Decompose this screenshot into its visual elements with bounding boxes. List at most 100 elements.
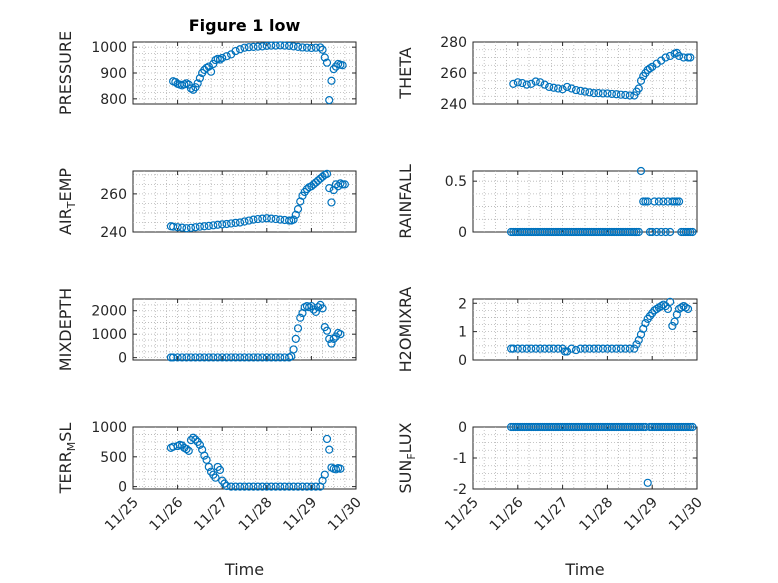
sun-flux-grid bbox=[473, 427, 697, 489]
data-point bbox=[327, 339, 336, 348]
pressure-ytick-label: 900 bbox=[100, 66, 127, 82]
data-point bbox=[668, 321, 677, 331]
sun-flux-xtick-label: 11/27 bbox=[532, 495, 572, 535]
data-point bbox=[289, 345, 298, 354]
data-point bbox=[222, 481, 231, 491]
data-point bbox=[670, 197, 679, 206]
data-point bbox=[672, 197, 681, 206]
data-point bbox=[652, 227, 661, 237]
data-point bbox=[661, 227, 670, 237]
data-point bbox=[663, 304, 672, 314]
data-point bbox=[322, 434, 332, 444]
sun-flux-xtick-label: 11/28 bbox=[576, 495, 616, 535]
panel-air-temp: 240 260 AIRTEMP bbox=[56, 168, 357, 241]
sun-flux-ytick-label: 0 bbox=[458, 420, 467, 436]
data-point bbox=[681, 303, 690, 312]
data-point bbox=[527, 79, 536, 88]
data-point bbox=[585, 344, 594, 353]
sun-flux-series bbox=[506, 422, 697, 487]
data-point bbox=[253, 214, 262, 224]
sun-flux-ytick-label: -2 bbox=[453, 482, 467, 498]
data-point bbox=[276, 482, 285, 491]
data-point bbox=[195, 353, 204, 362]
data-point bbox=[531, 77, 540, 86]
air-temp-grid bbox=[133, 171, 356, 232]
data-point bbox=[200, 451, 209, 460]
data-point bbox=[659, 197, 668, 206]
data-point bbox=[173, 223, 182, 232]
panel-pressure: 800 900 1000 PRESSURE Figure 1 low bbox=[56, 16, 357, 115]
data-point bbox=[244, 43, 254, 52]
data-point bbox=[322, 326, 332, 335]
data-point bbox=[322, 58, 332, 67]
mixdepth-ytick-label: 2000 bbox=[91, 304, 127, 320]
data-point bbox=[280, 41, 289, 50]
h2omixra-ytick-label: 1 bbox=[458, 325, 467, 341]
data-point bbox=[276, 353, 285, 362]
data-point bbox=[531, 344, 540, 353]
data-point bbox=[253, 353, 262, 362]
data-point bbox=[244, 353, 254, 362]
data-point bbox=[235, 45, 245, 54]
data-point bbox=[186, 353, 196, 362]
panel-h2omixra: 0 1 2 H2OMIXRA bbox=[396, 287, 698, 372]
data-point bbox=[661, 53, 670, 62]
data-point bbox=[336, 330, 345, 339]
mixdepth-grid bbox=[133, 299, 356, 360]
data-point bbox=[271, 41, 280, 50]
data-point bbox=[576, 86, 585, 95]
data-point bbox=[612, 344, 621, 353]
data-point bbox=[231, 218, 240, 227]
data-point bbox=[189, 433, 198, 442]
data-point bbox=[322, 169, 332, 178]
data-point bbox=[686, 53, 695, 62]
sun-flux-xtick-label: 11/30 bbox=[666, 495, 706, 535]
data-point bbox=[191, 353, 200, 362]
data-point bbox=[302, 43, 312, 52]
data-point bbox=[204, 221, 213, 230]
data-point bbox=[327, 198, 336, 207]
data-point bbox=[571, 85, 581, 95]
data-point bbox=[616, 90, 625, 99]
data-point bbox=[562, 82, 572, 92]
panel-terr-msl: 0 500 1000 11/25 11/26 11/27 11/28 11/29 11/30 TE… bbox=[56, 420, 365, 579]
data-point bbox=[580, 344, 590, 353]
data-point bbox=[318, 304, 327, 313]
data-point bbox=[634, 84, 643, 93]
data-point bbox=[220, 479, 229, 488]
data-point bbox=[641, 319, 650, 328]
data-point bbox=[558, 85, 567, 94]
data-point bbox=[200, 222, 209, 231]
data-point bbox=[683, 227, 693, 237]
sun-flux-xtick-label: 11/29 bbox=[621, 495, 661, 535]
terr-msl-xlabel: Time bbox=[224, 560, 264, 579]
sun-flux-xtick-label: 11/25 bbox=[442, 495, 482, 535]
data-point bbox=[258, 353, 267, 362]
mixdepth-ylabel: MIXDEPTH bbox=[56, 288, 75, 371]
data-point bbox=[182, 224, 191, 233]
data-point bbox=[240, 217, 249, 226]
data-point bbox=[320, 53, 329, 62]
data-point bbox=[607, 344, 616, 353]
data-point bbox=[267, 41, 276, 50]
pressure-series bbox=[169, 41, 347, 105]
terr-msl-xtick-label: 11/30 bbox=[325, 495, 365, 535]
data-point bbox=[302, 482, 312, 491]
data-point bbox=[289, 215, 298, 224]
terr-msl-xtick-label: 11/26 bbox=[147, 494, 187, 534]
data-point bbox=[616, 344, 625, 353]
theta-series bbox=[509, 48, 695, 100]
data-point bbox=[231, 353, 240, 362]
h2omixra-series bbox=[506, 297, 693, 356]
data-point bbox=[191, 435, 200, 444]
data-point bbox=[522, 344, 531, 353]
data-point bbox=[211, 473, 220, 482]
data-point bbox=[650, 197, 659, 206]
pressure-ytick-label: 1000 bbox=[91, 40, 127, 56]
data-point bbox=[258, 42, 267, 51]
sun-flux-xtick-label: 11/26 bbox=[487, 494, 527, 534]
data-point bbox=[171, 77, 180, 87]
data-point bbox=[204, 462, 213, 472]
data-point bbox=[258, 482, 267, 491]
